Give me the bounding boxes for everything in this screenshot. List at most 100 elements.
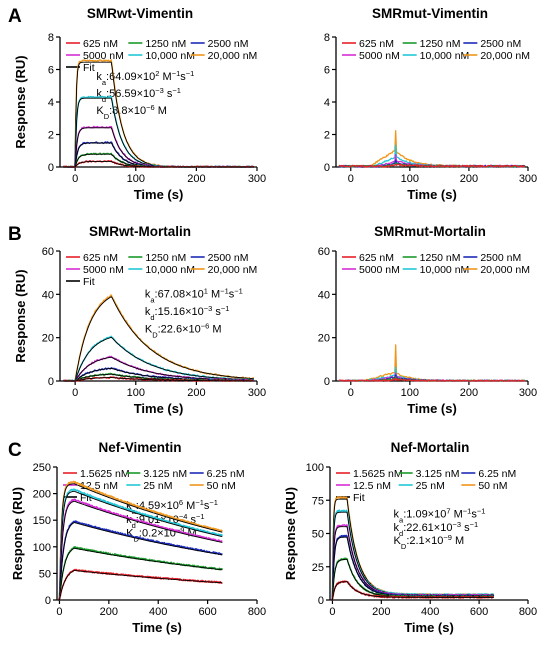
annotation-part: −9 <box>443 533 452 542</box>
legend-label: 2500 nM <box>208 252 249 264</box>
chart-title: SMRwt-Mortalin <box>89 224 191 239</box>
annotation-part: −1 <box>186 69 195 78</box>
annotation-part: :4.59×10 <box>136 500 179 512</box>
x-tick-label: 100 <box>401 173 419 185</box>
curves <box>330 496 495 601</box>
legend-label: 12.5 nM <box>80 480 118 492</box>
annotation-part: K <box>126 528 134 540</box>
x-tick-label: 300 <box>519 173 537 185</box>
kinetic-annotation: KD:8.8×10−6 M <box>96 103 167 121</box>
chart-1: SMRmut-Vimentin 0 2 4 6 8 0 100 200 300 Time (s) 62… <box>324 6 537 202</box>
annotation-part: k <box>96 71 102 83</box>
curves <box>338 130 526 168</box>
panel-letter-b: B <box>8 224 22 245</box>
annotation-part: :15.16×10 <box>155 306 204 318</box>
annotation-part: M <box>208 289 220 301</box>
y-tick-label: 150 <box>33 515 51 527</box>
legend: 1.5625 nM 3.125 nM 6.25 nM 12.5 nM 25 nM 50 n… <box>63 468 245 504</box>
annotation-part: k <box>145 289 151 301</box>
legend-label: 2500 nM <box>480 252 521 264</box>
fit-line <box>58 500 223 601</box>
legend-label: 1250 nM <box>420 38 461 50</box>
annotation-part: −1 <box>209 498 218 507</box>
legend-label: Fit <box>80 492 92 504</box>
legend-label: 3.125 nM <box>143 468 187 480</box>
x-tick-label: 200 <box>100 606 118 618</box>
annotation-part: −9 <box>176 525 185 534</box>
chart-4: Nef-Vimentin 0 50 100 150 200 250 0 200 400 600 800… <box>10 440 266 635</box>
annotation-part: −3 <box>452 519 461 528</box>
y-tick-label: 0 <box>45 595 51 607</box>
y-tick-label: 20 <box>42 333 54 345</box>
annotation-part: −3 <box>204 303 213 312</box>
series-line <box>57 568 223 601</box>
annotation-part: :67.08×10 <box>155 289 204 301</box>
kinetic-annotation: kd:22.61×10−3 s−1 <box>394 519 479 537</box>
x-axis-label: Time (s) <box>134 401 184 416</box>
y-tick-label: 0 <box>324 376 330 388</box>
x-tick-label: 100 <box>127 173 145 185</box>
y-tick-label: 20 <box>318 333 330 345</box>
annotation-part: −1 <box>463 506 472 515</box>
x-tick-label: 800 <box>519 606 537 618</box>
x-tick-label: 0 <box>348 173 354 185</box>
x-tick-label: 300 <box>248 173 266 185</box>
x-tick-label: 600 <box>470 606 488 618</box>
y-tick-label: 0 <box>48 376 54 388</box>
y-tick-label: 0 <box>318 595 324 607</box>
legend-label: 625 nM <box>359 252 394 264</box>
legend-label: 5000 nM <box>83 50 124 62</box>
x-tick-label: 400 <box>421 606 439 618</box>
annotation-part: −4 <box>179 511 188 520</box>
legend-label: 6.25 nM <box>478 468 516 480</box>
curves <box>62 294 255 382</box>
annotation-part: d <box>399 528 403 537</box>
x-tick-label: 0 <box>56 606 62 618</box>
curves <box>57 480 223 601</box>
annotation-part: D <box>104 112 110 121</box>
annotation-part: k <box>145 306 151 318</box>
annotation-part: −1 <box>195 498 204 507</box>
legend-label: 10,000 nM <box>420 50 470 62</box>
legend-label: 50 nM <box>207 480 236 492</box>
annotation-part: s <box>471 509 477 521</box>
annotation-part: M <box>209 323 221 335</box>
annotation-part: d <box>132 520 136 529</box>
fit-line <box>58 547 223 601</box>
y-tick-label: 0 <box>324 162 330 174</box>
chart-title: SMRmut-Mortalin <box>374 224 486 239</box>
chart-2: SMRwt-Mortalin 0 20 40 60 0 100 200 300 Time (s) R… <box>13 224 266 416</box>
legend-label: 6.25 nM <box>207 468 245 480</box>
y-tick-label: 50 <box>312 529 324 541</box>
fit-line <box>58 522 223 601</box>
annotation-part: s <box>164 88 173 100</box>
annotation-part: 1 <box>204 286 208 295</box>
annotation-part: −6 <box>146 103 155 112</box>
legend-label: 5000 nM <box>359 264 400 276</box>
x-tick-label: 200 <box>372 606 390 618</box>
y-axis-label: Response (RU) <box>13 269 28 362</box>
annotation-part: −1 <box>234 286 243 295</box>
x-tick-label: 600 <box>198 606 216 618</box>
legend-label: 1250 nM <box>145 252 186 264</box>
legend-label: 25 nM <box>416 480 445 492</box>
annotation-part: a <box>102 78 107 87</box>
y-tick-label: 4 <box>324 97 330 109</box>
y-tick-label: 6 <box>48 65 54 77</box>
legend-label: 5000 nM <box>359 50 400 62</box>
x-tick-label: 0 <box>72 173 78 185</box>
legend-label: 10,000 nM <box>420 264 470 276</box>
fit-line <box>63 377 254 382</box>
annotation-part: :22.61×10 <box>403 522 452 534</box>
legend-label: 1.5625 nM <box>80 468 130 480</box>
y-tick-label: 25 <box>312 562 324 574</box>
x-axis-label: Time (s) <box>132 620 182 635</box>
curves <box>62 59 255 168</box>
annotation-part: k <box>394 522 400 534</box>
fit-line <box>331 581 494 601</box>
kinetic-annotation: ka:67.08×101 M−1s−1 <box>145 286 243 304</box>
annotation-part: :22.6×10 <box>158 323 201 335</box>
y-axis-label: Response (RU) <box>10 487 25 580</box>
x-tick-label: 200 <box>187 387 205 399</box>
annotation-part: −6 <box>201 321 210 330</box>
